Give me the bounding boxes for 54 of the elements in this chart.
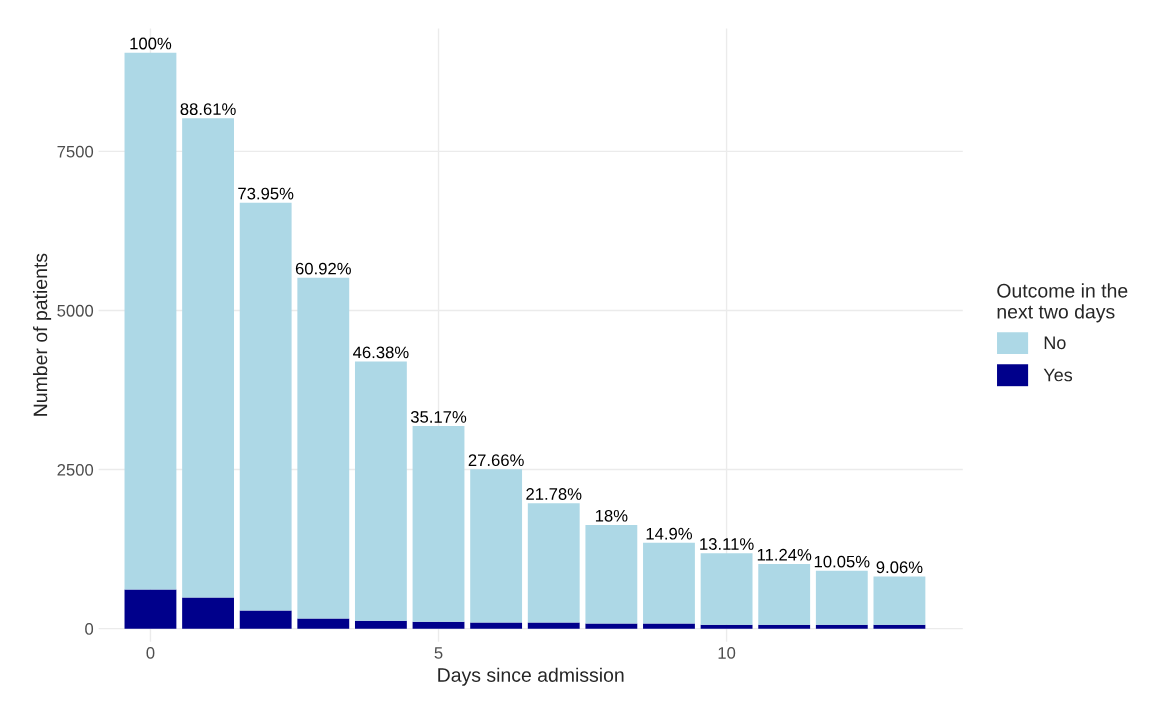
annotation: 60.92% (295, 262, 351, 275)
bar (585, 524, 638, 624)
annotation: 18% (595, 509, 628, 522)
y-tick-label: 2500 (57, 463, 94, 476)
bar (700, 553, 753, 625)
annotation: 10.05% (814, 555, 870, 568)
bar (643, 542, 695, 624)
bar (354, 620, 407, 629)
x-tick-label: 5 (434, 647, 443, 659)
bar (470, 622, 523, 629)
bar (873, 576, 926, 625)
bar (527, 622, 580, 629)
bar (354, 361, 407, 621)
legend-label: Yes (1043, 368, 1073, 382)
bar (412, 426, 465, 622)
bar (643, 623, 695, 629)
y-axis-title: Number of patients (32, 253, 52, 416)
x-tick-label: 0 (146, 647, 155, 659)
bar (873, 624, 926, 629)
annotation: 73.95% (238, 187, 294, 200)
annotation: 88.61% (180, 103, 236, 116)
bar (815, 570, 868, 625)
bar (470, 469, 523, 623)
y-tick-label: 5000 (57, 304, 94, 317)
annotation: 11.24% (757, 548, 812, 561)
x-axis-title: Days since admission (438, 667, 624, 686)
bar (239, 610, 292, 629)
bar (297, 277, 350, 619)
annotation: 46.38% (353, 346, 409, 359)
y-tick-label: 7500 (57, 145, 94, 158)
annotation: 21.78% (526, 488, 582, 500)
bar (412, 621, 465, 629)
annotation: 100% (130, 37, 172, 50)
bar (297, 618, 350, 629)
bar (585, 623, 638, 629)
annotation: 27.66% (468, 454, 524, 467)
annotation: 9.06% (876, 561, 923, 574)
bar (182, 597, 234, 629)
bar (239, 202, 292, 611)
bar (124, 589, 177, 629)
x-tick-label: 10 (718, 647, 736, 659)
bar (758, 563, 811, 625)
bar (700, 624, 753, 629)
legend-title: Outcome in the next two days (997, 283, 1128, 323)
annotation: 13.11% (700, 538, 754, 550)
bar (527, 503, 580, 623)
bar (182, 118, 234, 598)
annotation: 35.17% (410, 410, 467, 423)
bar (758, 624, 811, 629)
y-tick-label: 0 (85, 623, 94, 635)
bar (124, 52, 177, 590)
bar (815, 624, 868, 629)
legend-label: No (1044, 336, 1066, 350)
annotation: 14.9% (646, 527, 693, 540)
